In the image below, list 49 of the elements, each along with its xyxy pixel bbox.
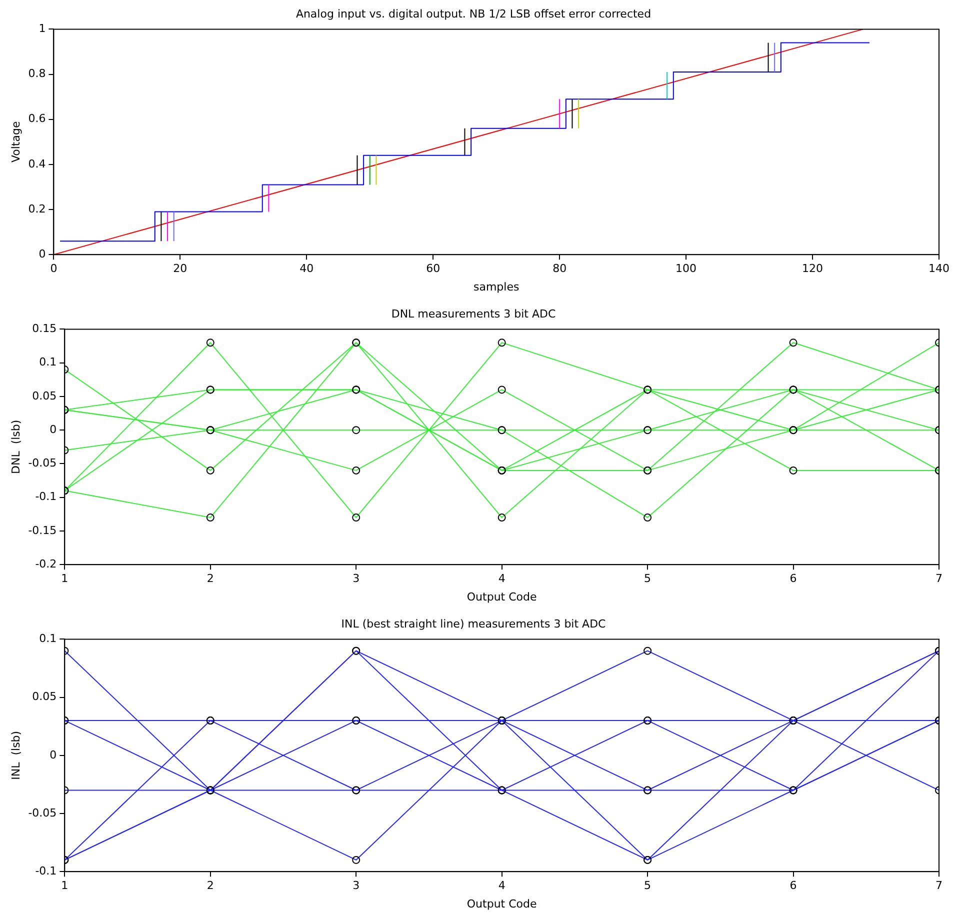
x-tick-label: 120 bbox=[802, 262, 824, 276]
x-tick-label: 80 bbox=[552, 262, 567, 276]
x-tick-label: 4 bbox=[498, 879, 506, 892]
y-tick-label: 0.8 bbox=[28, 67, 46, 80]
x-tick-label: 4 bbox=[498, 572, 506, 586]
chart-title: Analog input vs. digital output. NB 1/2 LSB offset error corrected bbox=[296, 7, 652, 20]
chart-title: INL (best straight line) measurements 3 bit ADC bbox=[341, 617, 606, 630]
y-tick-label: 0.05 bbox=[32, 389, 57, 402]
x-tick-label: 6 bbox=[790, 572, 797, 586]
x-tick-label: 5 bbox=[644, 879, 652, 892]
x-tick-label: 2 bbox=[206, 879, 214, 892]
x-axis-title: samples bbox=[473, 280, 520, 294]
y-tick-label: 0.15 bbox=[32, 322, 57, 336]
y-axis-title: INL (lsb) bbox=[9, 730, 22, 780]
x-tick-label: 7 bbox=[936, 879, 942, 892]
x-tick-label: 3 bbox=[352, 879, 360, 892]
chart-title: DNL measurements 3 bit ADC bbox=[391, 307, 556, 320]
y-tick-label: -0.15 bbox=[28, 524, 57, 537]
y-tick-label: 0 bbox=[50, 422, 57, 436]
x-axis-title: Output Code bbox=[466, 590, 537, 604]
x-tick-label: 1 bbox=[61, 879, 68, 892]
y-tick-label: 0.4 bbox=[28, 157, 46, 170]
y-tick-label: -0.1 bbox=[35, 490, 57, 504]
y-tick-label: 0 bbox=[38, 247, 46, 260]
y-tick-label: 0.1 bbox=[39, 632, 57, 646]
x-tick-label: 60 bbox=[426, 262, 440, 276]
y-tick-label: 0.1 bbox=[39, 356, 57, 369]
y-tick-label: -0.05 bbox=[28, 456, 57, 470]
x-tick-label: 2 bbox=[206, 572, 214, 586]
y-tick-label: 0.6 bbox=[28, 112, 46, 126]
y-axis-title: Voltage bbox=[9, 121, 22, 163]
y-tick-label: 0 bbox=[50, 748, 57, 762]
x-tick-label: 140 bbox=[928, 262, 950, 276]
x-tick-label: 1 bbox=[61, 572, 68, 586]
x-tick-label: 5 bbox=[644, 572, 652, 586]
y-tick-label: -0.05 bbox=[28, 806, 57, 820]
x-tick-label: 3 bbox=[352, 572, 360, 586]
x-tick-label: 40 bbox=[300, 262, 314, 276]
y-tick-label: 0.2 bbox=[28, 202, 46, 216]
x-tick-label: 100 bbox=[676, 262, 697, 276]
x-tick-label: 20 bbox=[173, 262, 188, 276]
y-tick-label: -0.2 bbox=[35, 557, 57, 570]
y-tick-label: 0.05 bbox=[32, 690, 57, 704]
x-tick-label: 7 bbox=[936, 572, 942, 586]
y-tick-label: -0.1 bbox=[35, 864, 57, 878]
y-tick-label: 1 bbox=[38, 22, 46, 36]
x-tick-label: 6 bbox=[790, 879, 797, 892]
y-axis-title: DNL (lsb) bbox=[9, 420, 22, 474]
x-axis-title: Output Code bbox=[466, 897, 537, 910]
